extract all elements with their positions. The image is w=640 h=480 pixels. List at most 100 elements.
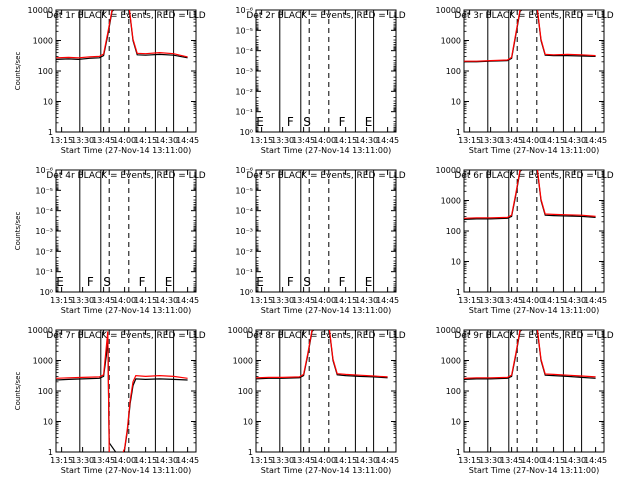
x-tick-label: 14:00 bbox=[113, 136, 136, 145]
x-tick-label: 14:15 bbox=[334, 456, 357, 465]
series-group bbox=[256, 330, 388, 380]
y-tick-label: 10⁻⁴ bbox=[235, 207, 253, 216]
x-tick-label: 14:30 bbox=[563, 136, 586, 145]
y-tick-label: 1 bbox=[456, 288, 461, 297]
series-lld bbox=[56, 10, 188, 59]
y-tick-label: 100 bbox=[38, 387, 53, 396]
series-events bbox=[56, 336, 188, 452]
panel-det-3r: 13:1513:3013:4514:0014:1514:3014:45Start… bbox=[436, 6, 614, 155]
mode-label: F bbox=[139, 275, 146, 289]
y-tick-label: 1000 bbox=[441, 357, 461, 366]
x-tick-label: 14:00 bbox=[313, 296, 336, 305]
x-tick-label: 14:30 bbox=[355, 456, 378, 465]
series-events bbox=[256, 330, 388, 380]
panel-det-2r: 13:1513:3013:4514:0014:1514:3014:45Start… bbox=[235, 6, 405, 155]
y-tick-label: 10⁻¹ bbox=[235, 268, 253, 277]
panel-title: Det 7r BLACK = Events, RED = LLD bbox=[46, 331, 205, 341]
mode-label: S bbox=[303, 115, 311, 129]
series-lld bbox=[464, 170, 596, 219]
series-group bbox=[464, 330, 596, 380]
x-tick-label: 13:15 bbox=[50, 296, 73, 305]
x-tick-label: 14:00 bbox=[521, 136, 544, 145]
y-tick-label: 100 bbox=[446, 387, 461, 396]
y-tick-label: 10⁻⁵ bbox=[235, 186, 253, 195]
x-tick-label: 13:30 bbox=[479, 296, 502, 305]
x-tick-label: 14:15 bbox=[542, 456, 565, 465]
plot-frame bbox=[55, 329, 197, 453]
y-tick-label: 10⁻⁵ bbox=[235, 26, 253, 35]
y-tick-label: 10000 bbox=[436, 326, 461, 335]
x-tick-label: 13:30 bbox=[479, 456, 502, 465]
x-tick-label: 13:45 bbox=[500, 296, 523, 305]
mode-label: S bbox=[303, 275, 311, 289]
x-tick-label: 14:30 bbox=[563, 296, 586, 305]
plot-frame bbox=[255, 329, 397, 453]
plot-frame bbox=[463, 169, 605, 293]
x-tick-label: 14:30 bbox=[155, 456, 178, 465]
y-axis-label: Counts/sec bbox=[14, 372, 22, 411]
y-tick-label: 10⁰ bbox=[40, 288, 53, 297]
x-tick-label: 14:00 bbox=[313, 456, 336, 465]
y-tick-label: 10⁰ bbox=[240, 288, 253, 297]
x-tick-label: 13:45 bbox=[292, 296, 315, 305]
mode-label: F bbox=[287, 275, 294, 289]
panel-title: Det 6r BLACK = Events, RED = LLD bbox=[454, 171, 613, 181]
mode-label: E bbox=[256, 275, 264, 289]
x-tick-label: 13:30 bbox=[71, 136, 94, 145]
x-tick-label: 13:15 bbox=[50, 136, 73, 145]
x-tick-label: 14:45 bbox=[376, 296, 399, 305]
x-tick-label: 14:15 bbox=[134, 296, 157, 305]
x-tick-label: 14:45 bbox=[176, 136, 199, 145]
y-tick-label: 100 bbox=[238, 387, 253, 396]
y-tick-label: 1 bbox=[456, 128, 461, 137]
y-tick-label: 100 bbox=[446, 67, 461, 76]
y-tick-label: 10⁻² bbox=[235, 247, 253, 256]
x-tick-label: 13:15 bbox=[50, 456, 73, 465]
x-tick-label: 14:15 bbox=[334, 136, 357, 145]
x-tick-label: 13:45 bbox=[292, 456, 315, 465]
y-tick-label: 1000 bbox=[33, 37, 53, 46]
mode-label: F bbox=[339, 275, 346, 289]
y-tick-label: 10⁻⁴ bbox=[35, 207, 53, 216]
x-tick-label: 13:45 bbox=[92, 136, 115, 145]
x-tick-label: 13:30 bbox=[479, 136, 502, 145]
y-axis-label: Counts/sec bbox=[14, 52, 22, 91]
y-tick-label: 10000 bbox=[436, 6, 461, 15]
x-axis-label: Start Time (27-Nov-14 13:11:00) bbox=[469, 466, 599, 475]
mode-label: S bbox=[103, 275, 111, 289]
y-tick-label: 10 bbox=[451, 258, 461, 267]
x-tick-label: 14:45 bbox=[176, 296, 199, 305]
x-tick-label: 14:30 bbox=[355, 296, 378, 305]
plot-frame bbox=[463, 9, 605, 133]
x-tick-label: 13:30 bbox=[271, 136, 294, 145]
y-tick-label: 10⁻⁶ bbox=[235, 166, 253, 175]
mode-label: E bbox=[365, 275, 373, 289]
plot-frame bbox=[255, 9, 397, 133]
y-tick-label: 10⁻² bbox=[235, 87, 253, 96]
y-tick-label: 10⁻³ bbox=[235, 227, 253, 236]
x-axis-label: Start Time (27-Nov-14 13:11:00) bbox=[61, 306, 191, 315]
y-tick-label: 10000 bbox=[28, 6, 53, 15]
x-tick-label: 14:00 bbox=[113, 456, 136, 465]
x-tick-label: 14:45 bbox=[376, 136, 399, 145]
x-axis-label: Start Time (27-Nov-14 13:11:00) bbox=[261, 466, 391, 475]
x-tick-label: 14:00 bbox=[113, 296, 136, 305]
series-events bbox=[56, 10, 188, 61]
x-tick-label: 14:45 bbox=[376, 456, 399, 465]
x-tick-label: 14:00 bbox=[313, 136, 336, 145]
y-tick-label: 1 bbox=[456, 448, 461, 457]
y-tick-label: 10⁻⁶ bbox=[235, 6, 253, 15]
x-tick-label: 14:15 bbox=[134, 136, 157, 145]
panel-det-6r: 13:1513:3013:4514:0014:1514:3014:45Start… bbox=[436, 166, 614, 315]
x-tick-label: 14:30 bbox=[155, 296, 178, 305]
y-tick-label: 10 bbox=[243, 418, 253, 427]
panel-title: Det 9r BLACK = Events, RED = LLD bbox=[454, 331, 613, 341]
y-tick-label: 1000 bbox=[233, 357, 253, 366]
x-tick-label: 13:15 bbox=[458, 296, 481, 305]
y-tick-label: 1000 bbox=[441, 37, 461, 46]
series-events bbox=[464, 330, 596, 380]
panel-title: Det 1r BLACK = Events, RED = LLD bbox=[46, 11, 205, 21]
mode-label: E bbox=[256, 115, 264, 129]
series-group bbox=[56, 10, 188, 61]
panel-title: Det 2r BLACK = Events, RED = LLD bbox=[246, 11, 405, 21]
